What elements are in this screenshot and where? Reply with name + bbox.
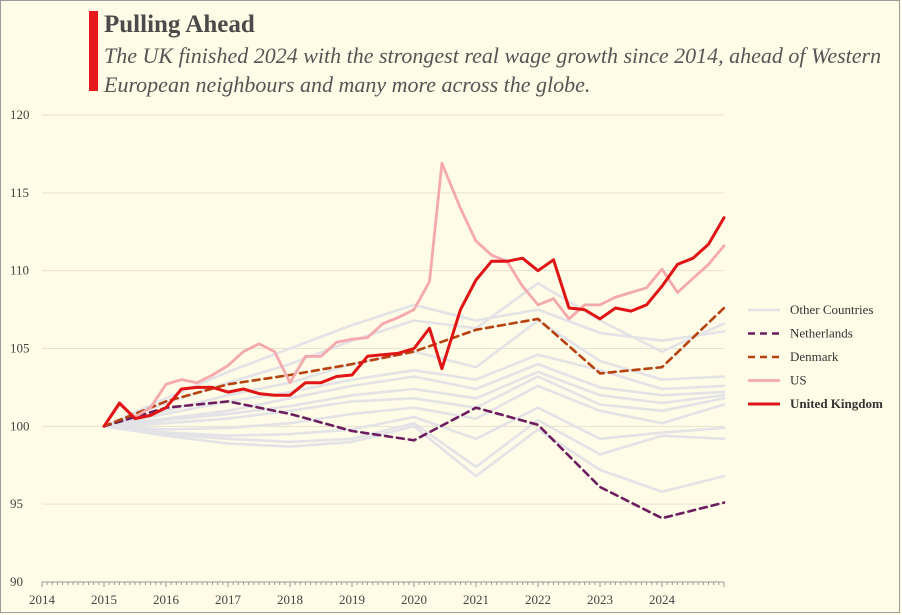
legend: Other Countries Netherlands Denmark US Unite… [748,302,883,411]
x-tick-label: 2024 [649,592,676,607]
legend-label-other: Other Countries [790,302,873,317]
series-line-other [102,362,726,428]
x-tick-label: 2019 [339,592,365,607]
series-line-other [102,375,726,428]
series-lines [102,161,726,520]
y-tick-label: 100 [10,418,30,433]
legend-label-denmark: Denmark [790,349,839,364]
y-tick-label: 95 [10,496,23,511]
series-line-other [102,425,726,493]
title-accent-bar [89,11,98,91]
series-line-us [102,161,726,428]
y-tick-label: 115 [10,185,29,200]
gridlines [42,114,724,583]
x-tick-label: 2023 [587,592,613,607]
series-line-netherlands [102,400,726,520]
y-tick-label: 120 [10,107,30,122]
series-line-other [102,406,726,441]
series-line-uk [102,216,726,428]
chart-subtitle: The UK finished 2024 with the strongest … [104,43,882,97]
axes: 90 95 100 105 110 115 120 2014 2015 2016 2017 2018 2… [10,107,725,607]
x-tick-label: 2015 [91,592,117,607]
series-line-other [102,303,726,428]
x-tick-label: 2016 [153,592,180,607]
y-tick-label: 90 [10,574,23,589]
x-tick-label: 2021 [463,592,489,607]
series-line-other [102,353,726,428]
x-tick-label: 2020 [401,592,427,607]
legend-label-us: US [790,373,807,388]
series-line-denmark [102,306,726,428]
x-tick-label: 2018 [277,592,303,607]
series-line-other [102,370,726,428]
y-tick-label: 105 [10,341,30,356]
legend-label-uk: United Kingdom [790,396,883,411]
chart-title: Pulling Ahead [104,11,255,38]
series-line-other [102,384,726,431]
legend-label-netherlands: Netherlands [790,326,853,341]
y-tick-label: 110 [10,263,29,278]
x-tick-label: 2017 [215,592,242,607]
x-tick-label: 2014 [29,592,56,607]
series-line-other [102,418,726,469]
x-tick-label: 2022 [525,592,551,607]
